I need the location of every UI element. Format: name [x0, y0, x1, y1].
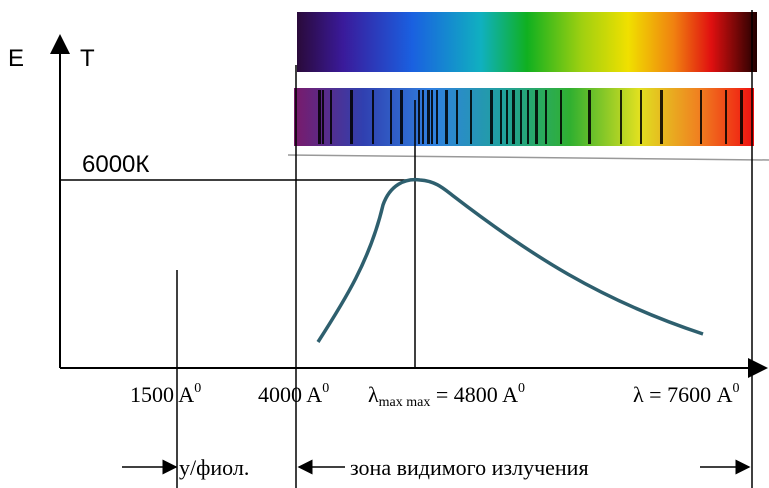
absorption-line — [527, 90, 529, 144]
temperature-label: 6000К — [82, 151, 149, 178]
value: = 4800 A — [430, 382, 518, 407]
absorption-line — [740, 90, 743, 144]
absorption-line — [422, 90, 424, 144]
wavelength-label: λ = 7600 A0 — [633, 381, 739, 407]
zone-label: у/фиол. — [179, 455, 249, 480]
value: 4000 A — [258, 382, 322, 407]
wavelength-labels: 1500 A0 4000 A0 λmax max = 4800 A0 λ = 7600… — [130, 381, 739, 410]
absorption-line — [456, 90, 458, 144]
wavelength-label: 4000 A0 — [258, 381, 329, 407]
absorption-line — [322, 90, 324, 144]
absorption-line — [700, 90, 702, 144]
absorption-line — [436, 90, 438, 144]
absorption-line — [725, 90, 727, 144]
separator — [287, 154, 769, 161]
y-label: E — [8, 45, 24, 72]
wavelength-label: λmax max = 4800 A0 — [368, 381, 525, 410]
lambda: λ — [633, 382, 644, 407]
absorption-line — [431, 90, 433, 144]
lambda: λ — [368, 382, 379, 407]
absorption-line — [500, 90, 502, 144]
absorption-line — [490, 90, 493, 144]
absorption-line — [400, 90, 403, 144]
absorption-line — [560, 90, 562, 144]
superscript: 0 — [322, 381, 329, 396]
value: 1500 A — [130, 382, 194, 407]
absorption-line — [520, 90, 522, 144]
absorption-line — [512, 90, 515, 144]
absorption-line — [445, 90, 448, 144]
absorption-line — [660, 90, 663, 144]
absorption-line — [418, 90, 420, 144]
absorption-line — [318, 90, 321, 144]
absorption-line — [372, 90, 374, 144]
absorption-line — [535, 90, 538, 144]
absorption-line — [588, 90, 591, 144]
absorption-line — [350, 90, 353, 144]
t-label: T — [80, 45, 95, 72]
zone-label: зона видимого излучения — [350, 455, 589, 480]
absorption-line — [620, 90, 622, 144]
radiation-curve — [316, 177, 704, 343]
superscript: 0 — [518, 381, 525, 396]
absorption-line — [427, 90, 430, 144]
absorption-line — [506, 90, 508, 144]
absorption-line — [330, 90, 332, 144]
subscript: max max — [379, 395, 431, 410]
spectrum-bar — [297, 12, 757, 72]
absorption-line — [390, 90, 392, 144]
absorption-line — [545, 90, 547, 144]
value: = 7600 A — [644, 382, 733, 407]
absorption-line — [470, 90, 472, 144]
superscript: 0 — [732, 381, 739, 396]
absorption-spectrum — [294, 88, 754, 146]
absorption-lines — [318, 90, 743, 144]
absorption-line — [640, 90, 642, 144]
wavelength-label: 1500 A0 — [130, 381, 201, 407]
superscript: 0 — [194, 381, 201, 396]
